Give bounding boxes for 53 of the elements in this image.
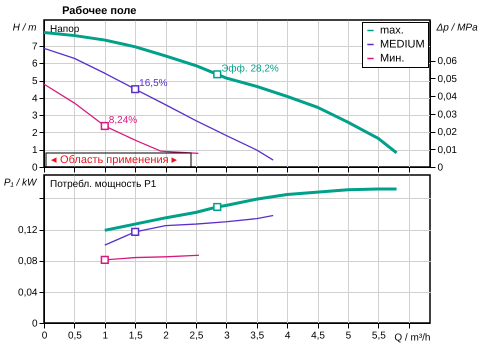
point [213,202,222,212]
y-tick-label: 2 [32,128,38,139]
x-tick-label: 5 [346,330,352,342]
x-tick-label: 3 [224,330,230,342]
annotation: 8,24% [108,115,138,126]
point [131,85,140,94]
y-tick-label: 6 [32,58,38,70]
y2-tick-label: 0,02 [438,127,458,138]
y-axis-title: H / m [12,22,36,34]
y-tick-label: 0,12 [18,225,38,236]
x-tick-label: 5,5 [372,330,386,342]
point [131,228,140,236]
legend-label: MEDIUM [380,38,425,50]
y-tick-label: 5 [32,76,38,88]
x-axis-title: Q / m³/h [394,332,430,344]
point [213,70,222,78]
line-series [103,188,398,232]
chart-title: Рабочее поле [62,5,136,17]
y2-axis-title: Δp / MPa [436,22,478,34]
annotation: 16,5% [139,78,168,90]
y2-tick-label: 0,05 [438,74,458,85]
y-tick-label: 3 [32,110,38,122]
annotation: Эфф. 28,2% [221,63,279,74]
y-tick-label: 1 [32,145,38,156]
legend-label: Мин. [380,52,404,64]
x-tick-label: 1 [102,330,109,342]
y2-tick-label: 0,01 [438,144,458,156]
x-tick-label: 0 [42,330,48,342]
x-tick-label: 4,5 [311,330,326,342]
y2-tick-label: 0,06 [438,56,458,68]
legend-label: max. [380,24,404,36]
y-tick-label: 0,04 [18,287,38,298]
annotation: ◂ Область применения ▸ [51,154,178,166]
point [100,122,109,130]
y2-tick-label: 0,04 [438,92,458,103]
x-tick-label: 1,5 [128,330,144,342]
y-axis-title: P₁ / kW [4,178,38,188]
y-tick-label: 4 [32,93,38,104]
y-tick-label: 0 [32,318,38,330]
annotation: Напор [50,24,80,35]
x-tick-label: 0,5 [68,330,82,342]
x-tick-label: 2 [163,330,170,342]
y-tick-label: 0 [32,162,38,174]
y2-tick-label: 0,03 [438,109,458,120]
x-tick-label: 4 [284,330,291,342]
y-tick-label: 0,08 [18,256,38,268]
annotation: Потребл. мощность P1 [50,179,157,190]
point [100,256,109,264]
y-tick-label: 7 [32,41,38,52]
line-series [104,214,274,246]
x-tick-label: 2,5 [190,330,204,342]
y2-tick-label: 0 [438,162,444,174]
x-tick-label: 3,5 [250,330,265,342]
